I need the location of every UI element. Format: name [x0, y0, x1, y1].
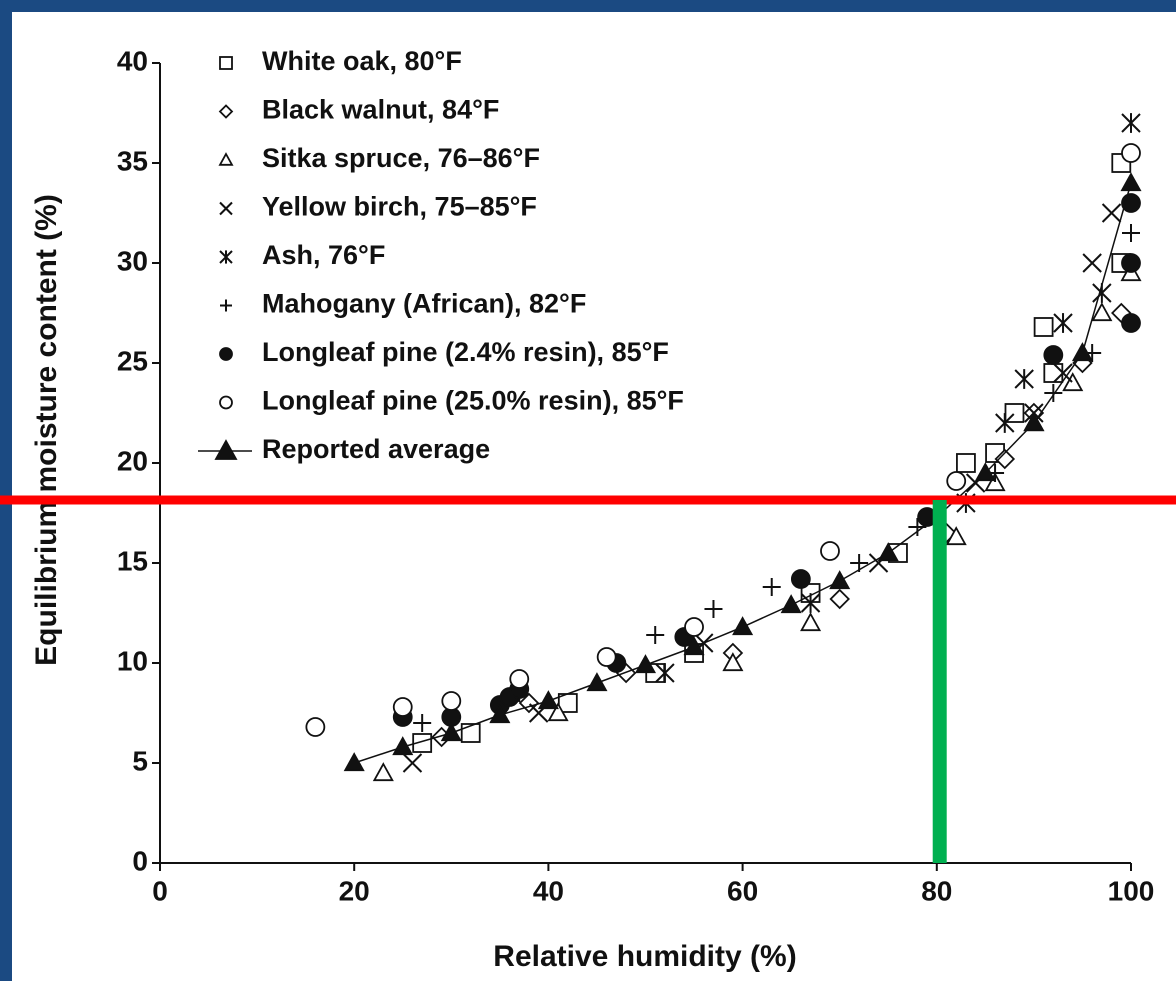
legend-label: Sitka spruce, 76–86°F [262, 143, 540, 173]
marker [1101, 203, 1122, 223]
marker [1091, 302, 1113, 322]
marker [704, 600, 723, 618]
marker [1053, 313, 1073, 333]
x-axis-title: Relative humidity (%) [493, 940, 796, 973]
x-tick-label: 40 [533, 875, 564, 906]
x-tick-label: 0 [152, 875, 168, 906]
marker [732, 616, 754, 636]
marker [1121, 313, 1141, 333]
marker [218, 104, 234, 119]
marker [413, 714, 432, 732]
legend-label: Black walnut, 84°F [262, 95, 499, 125]
marker [596, 647, 617, 667]
legend-label: White oak, 80°F [262, 46, 462, 76]
legend-label: Mahogany (African), 82°F [262, 289, 586, 319]
y-tick-label: 5 [132, 745, 148, 776]
marker [440, 722, 462, 742]
y-tick-label: 0 [132, 845, 148, 876]
marker [1023, 412, 1045, 432]
marker [547, 702, 569, 722]
marker [1044, 384, 1063, 402]
y-tick-label: 15 [117, 545, 148, 576]
y-tick-label: 25 [117, 345, 148, 376]
marker [946, 471, 967, 491]
marker [1043, 345, 1064, 365]
marker [219, 201, 233, 216]
marker [974, 462, 996, 482]
marker [655, 663, 675, 683]
marker [1014, 369, 1034, 389]
legend-label: Reported average [262, 434, 490, 464]
marker [219, 347, 233, 361]
marker [800, 593, 821, 613]
marker [220, 299, 232, 312]
y-tick-label: 10 [117, 645, 148, 676]
marker [1121, 143, 1141, 163]
marker [489, 704, 511, 724]
marker [722, 652, 744, 672]
legend-label: Yellow birch, 75–85°F [262, 192, 537, 222]
x-tick-label: 80 [921, 875, 952, 906]
marker [1043, 363, 1064, 383]
marker [412, 733, 433, 753]
marker [684, 617, 704, 637]
marker [945, 526, 967, 546]
marker [829, 570, 851, 590]
y-tick-label: 20 [117, 445, 148, 476]
x-tick-label: 20 [339, 875, 370, 906]
marker [1121, 113, 1141, 133]
marker [800, 612, 822, 632]
marker [634, 654, 657, 674]
marker [984, 472, 1006, 492]
legend-label: Longleaf pine (2.4% resin), 85°F [262, 337, 669, 367]
marker [586, 672, 608, 692]
legend-label: Longleaf pine (25.0% resin), 85°F [262, 386, 684, 416]
marker [305, 717, 326, 737]
marker [762, 578, 781, 596]
marker [1033, 317, 1054, 337]
marker [1071, 342, 1093, 362]
y-tick-label: 40 [117, 45, 148, 76]
x-tick-label: 100 [1108, 875, 1155, 906]
marker [1121, 253, 1141, 273]
marker [219, 395, 233, 410]
marker [1082, 253, 1102, 273]
marker [218, 152, 234, 166]
marker [460, 723, 481, 743]
marker [994, 448, 1016, 470]
marker [214, 439, 238, 460]
marker [683, 636, 705, 656]
marker [1053, 363, 1073, 383]
marker [509, 669, 530, 689]
y-tick-label: 30 [117, 245, 148, 276]
marker [402, 753, 423, 773]
marker [219, 250, 233, 264]
marker [780, 594, 802, 614]
marker [537, 690, 559, 710]
marker [646, 626, 665, 644]
marker [392, 697, 413, 717]
marker [219, 56, 233, 70]
legend-label: Ash, 76°F [262, 240, 385, 270]
marker [995, 413, 1015, 433]
marker [820, 541, 840, 561]
y-tick-label: 35 [117, 145, 148, 176]
marker [1120, 172, 1142, 192]
marker [343, 752, 365, 772]
marker [1062, 372, 1084, 392]
marker [956, 453, 976, 473]
marker [790, 569, 811, 589]
marker [1122, 224, 1140, 242]
marker [392, 736, 414, 756]
marker [372, 762, 394, 782]
x-tick-label: 60 [727, 875, 758, 906]
marker [877, 542, 899, 562]
y-axis-title: Equilibrium moisture content (%) [30, 194, 63, 666]
marker [441, 691, 462, 711]
marker [829, 588, 850, 610]
